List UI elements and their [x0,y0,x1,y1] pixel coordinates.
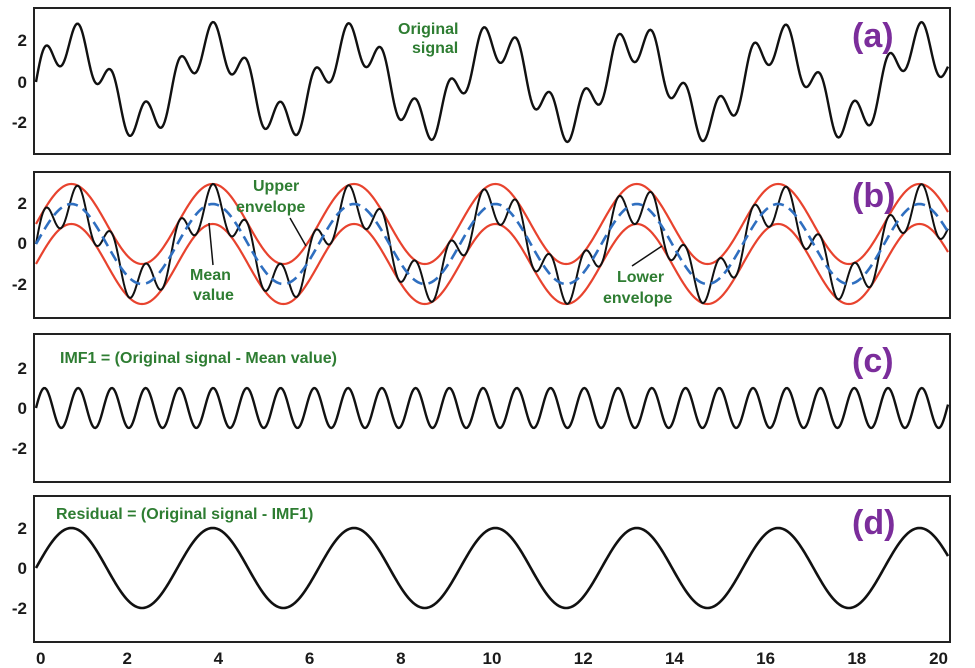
panel-d: 2 0 -2 Residual = (Original signal - IMF… [12,495,951,643]
panel-a-ytick-0: 0 [18,73,27,92]
panel-d-ytick-2: 2 [18,519,27,538]
panel-a-signal-line [34,20,950,144]
panel-b: 2 0 -2 Upper envelope Mean value Lower e… [12,171,951,319]
panel-d-tag: (d) [852,504,895,542]
panel-b-ytick-2: 2 [18,194,27,213]
panel-b-upper-envelope-line [35,182,949,266]
panel-a: 2 0 -2 Original signal (a) [12,7,951,155]
panel-d-residual-line [34,526,950,610]
panel-b-lower-envelope-line [35,222,949,306]
panel-b-mean-pointer [208,222,214,266]
panel-a-annotation-signal: signal [412,40,458,57]
x-tick-label: 18 [847,649,866,668]
panel-b-annotation-mean: Mean [190,267,231,284]
panel-d-ytick-0: 0 [18,559,27,578]
x-tick-label: 6 [305,649,314,668]
x-tick-label: 4 [214,649,224,668]
panel-b-lower-pointer [631,245,663,267]
panel-a-annotation-original: Original [398,21,458,38]
panel-b-annotation-mean-value: value [193,287,234,304]
panel-c: 2 0 -2 IMF1 = (Original signal - Mean va… [12,333,951,483]
panel-d-annotation-residual: Residual = (Original signal - IMF1) [56,506,313,523]
panel-d-ytick-neg2: -2 [12,599,27,618]
panel-c-ytick-2: 2 [18,359,27,378]
panel-b-tag: (b) [852,177,895,215]
panel-b-signal-line [35,183,949,306]
panel-c-ytick-neg2: -2 [12,439,27,458]
panel-a-ytick-2: 2 [18,31,27,50]
panel-b-annotation-lower-envelope: envelope [603,290,672,307]
panel-d-frame [33,495,951,643]
panel-b-annotation-upper-envelope: envelope [236,199,305,216]
x-axis-ticks: 0 2 4 6 8 10 12 14 16 18 20 [36,649,948,668]
x-tick-label: 12 [574,649,593,668]
x-tick-label: 10 [483,649,502,668]
panel-b-ytick-neg2: -2 [12,275,27,294]
x-tick-label: 20 [929,649,948,668]
panel-a-ytick-neg2: -2 [12,113,27,132]
panel-c-tag: (c) [852,342,894,380]
x-tick-label: 0 [36,649,45,668]
x-tick-label: 8 [396,649,405,668]
panel-c-ytick-0: 0 [18,399,27,418]
panel-b-upper-pointer [289,217,307,247]
panel-b-mean-line [34,202,950,286]
panel-a-frame [33,7,951,155]
panel-c-imf1-line [34,386,950,430]
panel-b-annotation-upper: Upper [253,178,299,195]
panel-c-annotation-imf1: IMF1 = (Original signal - Mean value) [60,350,337,367]
x-tick-label: 14 [665,649,684,668]
panel-a-tag: (a) [852,17,894,55]
panel-b-frame [33,171,951,319]
panel-c-frame [33,333,951,483]
x-tick-label: 2 [122,649,131,668]
x-tick-label: 16 [756,649,775,668]
panel-b-ytick-0: 0 [18,234,27,253]
panel-b-annotation-lower: Lower [617,269,664,286]
